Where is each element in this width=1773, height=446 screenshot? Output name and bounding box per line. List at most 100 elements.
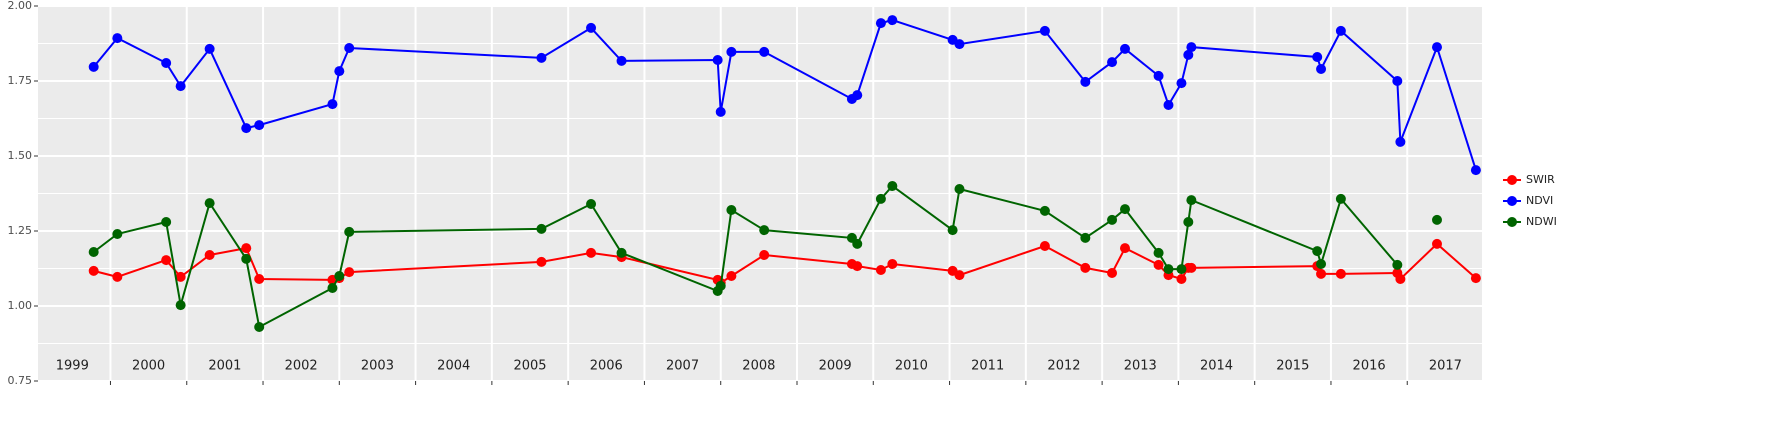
point bbox=[616, 55, 627, 66]
point bbox=[334, 66, 345, 77]
x-tick-label: 2012 bbox=[1047, 359, 1080, 374]
point bbox=[1431, 238, 1442, 249]
y-tick-label: 1.75 bbox=[8, 74, 33, 87]
x-tick-label: 2008 bbox=[742, 359, 775, 374]
legend-label: SWIR bbox=[1526, 173, 1555, 186]
point bbox=[241, 253, 252, 264]
point bbox=[1186, 195, 1197, 206]
point bbox=[1080, 262, 1091, 273]
point bbox=[175, 300, 186, 311]
point bbox=[1039, 25, 1050, 36]
point bbox=[1431, 42, 1442, 53]
point bbox=[759, 250, 770, 260]
legend-swatch bbox=[1507, 196, 1517, 206]
point bbox=[254, 322, 265, 332]
point bbox=[1312, 246, 1323, 257]
x-tick-label: 2002 bbox=[285, 359, 318, 374]
x-tick-label: 2001 bbox=[208, 359, 241, 374]
point bbox=[715, 106, 726, 117]
point bbox=[254, 274, 265, 284]
point bbox=[1107, 214, 1118, 225]
point bbox=[344, 267, 355, 278]
point bbox=[1107, 57, 1118, 68]
point bbox=[947, 225, 958, 236]
point bbox=[1335, 193, 1346, 204]
x-tick-label: 2000 bbox=[132, 359, 165, 374]
point bbox=[1176, 264, 1187, 275]
legend-label: NDWI bbox=[1526, 215, 1557, 228]
point bbox=[1120, 43, 1131, 54]
point bbox=[112, 229, 123, 239]
point bbox=[536, 223, 547, 234]
point bbox=[536, 256, 547, 267]
point bbox=[112, 271, 123, 282]
point bbox=[88, 61, 99, 72]
point bbox=[344, 43, 355, 53]
point bbox=[1080, 76, 1091, 87]
point bbox=[344, 226, 355, 237]
point bbox=[715, 280, 726, 291]
x-tick-label: 2015 bbox=[1276, 359, 1309, 374]
point bbox=[1470, 273, 1481, 284]
point bbox=[88, 247, 99, 257]
point bbox=[1153, 259, 1164, 270]
point bbox=[712, 55, 723, 65]
point bbox=[875, 193, 886, 204]
point bbox=[852, 261, 863, 272]
point bbox=[161, 58, 172, 68]
point bbox=[1107, 268, 1118, 278]
point bbox=[1183, 217, 1194, 227]
point bbox=[586, 247, 597, 258]
point bbox=[175, 271, 186, 282]
point bbox=[1335, 268, 1346, 279]
x-tick-label: 1999 bbox=[56, 359, 89, 374]
point bbox=[254, 120, 265, 131]
point bbox=[887, 259, 898, 269]
point bbox=[1312, 52, 1323, 62]
point bbox=[1395, 136, 1406, 147]
x-tick-label: 2003 bbox=[361, 359, 394, 374]
point bbox=[88, 265, 99, 276]
point bbox=[954, 184, 965, 194]
point bbox=[1392, 76, 1403, 86]
point bbox=[616, 247, 627, 258]
point bbox=[759, 46, 770, 57]
point bbox=[241, 123, 252, 134]
point bbox=[1392, 259, 1403, 270]
point bbox=[954, 39, 965, 50]
point bbox=[334, 271, 345, 281]
legend-label: NDVI bbox=[1526, 194, 1553, 207]
y-tick-label: 1.00 bbox=[8, 299, 33, 312]
point bbox=[1316, 259, 1327, 269]
point bbox=[327, 283, 338, 293]
point bbox=[112, 33, 123, 44]
point bbox=[759, 225, 770, 236]
point bbox=[161, 255, 172, 266]
legend-swatch bbox=[1507, 175, 1517, 185]
point bbox=[1120, 243, 1131, 254]
point bbox=[1039, 241, 1050, 251]
x-tick-label: 2004 bbox=[437, 359, 470, 374]
point bbox=[954, 270, 965, 281]
point bbox=[586, 22, 597, 33]
point bbox=[1470, 165, 1481, 176]
point bbox=[204, 43, 215, 54]
point bbox=[1335, 25, 1346, 36]
y-tick-label: 0.75 bbox=[8, 374, 33, 387]
point bbox=[887, 181, 898, 191]
x-tick-label: 2017 bbox=[1429, 359, 1462, 374]
point bbox=[852, 90, 863, 101]
point bbox=[1153, 70, 1164, 81]
point bbox=[852, 238, 863, 249]
point bbox=[1039, 205, 1050, 216]
point bbox=[1395, 274, 1406, 284]
point bbox=[161, 217, 172, 227]
x-tick-label: 2011 bbox=[971, 359, 1004, 374]
point bbox=[726, 46, 737, 57]
legend-swatch bbox=[1507, 217, 1517, 227]
point bbox=[1186, 42, 1197, 53]
point bbox=[586, 199, 597, 209]
point bbox=[1316, 268, 1327, 279]
x-tick-label: 2014 bbox=[1200, 359, 1233, 374]
